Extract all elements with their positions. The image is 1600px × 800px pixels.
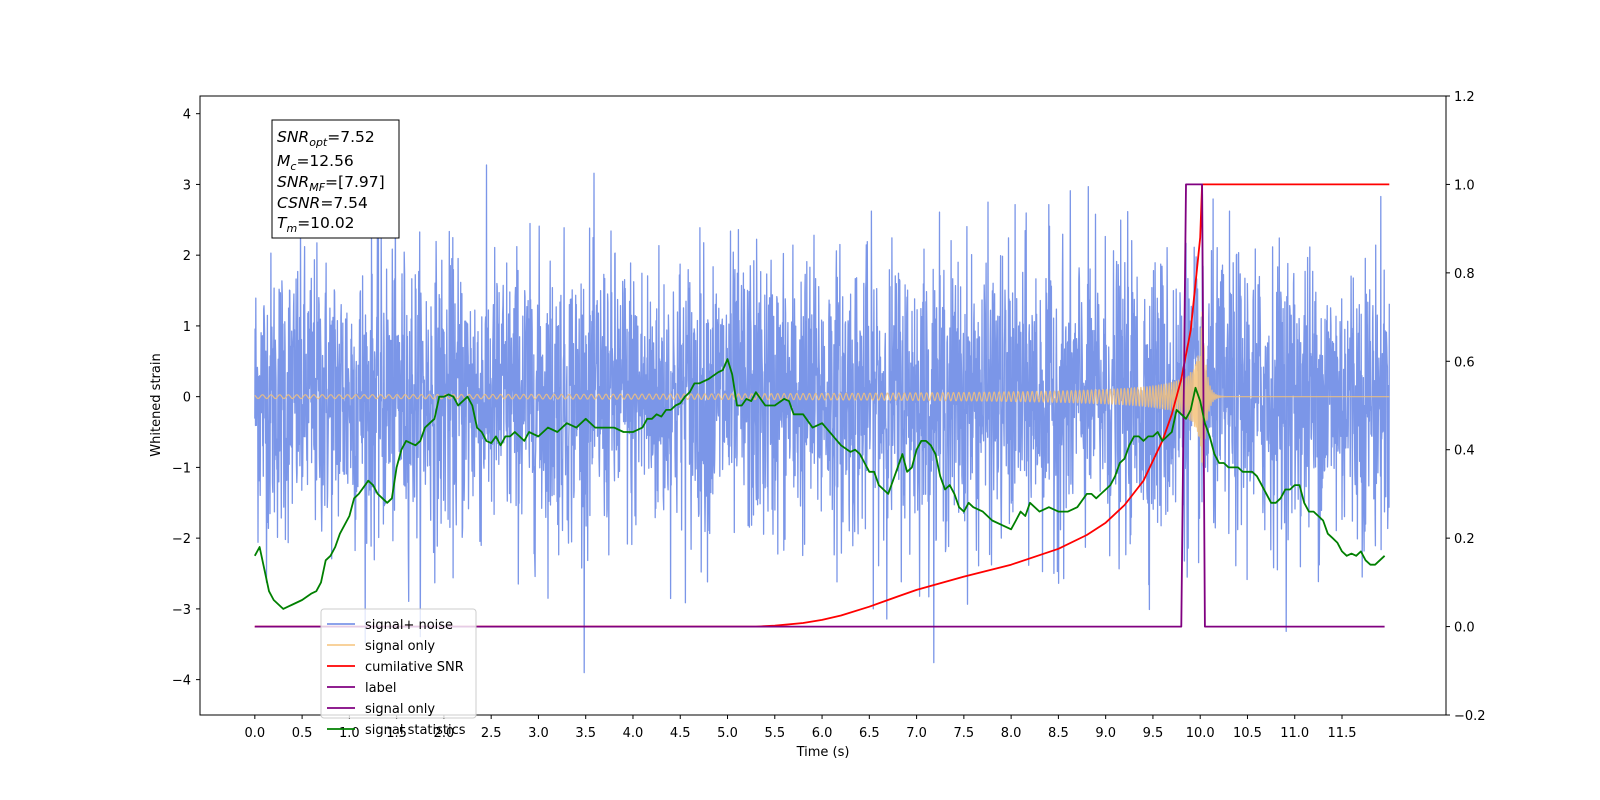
x-tick-label: 0.5 (292, 726, 313, 741)
x-tick-label: 8.0 (1001, 726, 1022, 741)
y-left-tick-label: 2 (183, 249, 191, 264)
y-left-tick-label: 0 (183, 391, 191, 406)
info-tm-sub: m (286, 222, 297, 235)
legend-label: signal only (365, 702, 435, 717)
plot-frame (199, 95, 1447, 716)
x-tick-label: 2.5 (481, 726, 502, 741)
legend: signal+ noise signal only cumilative SNR la… (320, 608, 477, 738)
y-right-tick-label: 0.6 (1454, 355, 1475, 370)
x-tick-label: 10.5 (1233, 726, 1262, 741)
x-tick-label: 2.0 (434, 726, 455, 741)
legend-frame (320, 608, 477, 719)
info-snr-opt-symbol: SNR (277, 128, 309, 146)
info-csnr-value: =7.54 (320, 194, 368, 212)
series-line-0 (254, 164, 1390, 674)
info-tm-value: =10.02 (297, 214, 354, 232)
y-right-tick-label: 0.4 (1454, 444, 1475, 459)
x-tick-label: 6.5 (859, 726, 880, 741)
series-line-5 (254, 358, 1386, 610)
y-right-tick-label: 0.8 (1454, 267, 1475, 282)
svg-text:Mc=12.56: Mc=12.56 (277, 152, 354, 173)
svg-text:Tm=10.02: Tm=10.02 (277, 214, 355, 235)
y-axis-right: −0.2 0.0 0.2 0.4 0.6 0.8 1.0 1.2 (1446, 90, 1486, 724)
x-tick-label: 6.0 (812, 726, 833, 741)
y-left-tick-label: −4 (172, 674, 191, 689)
y-left-tick-label: −2 (172, 532, 191, 547)
x-tick-label: 7.0 (906, 726, 927, 741)
x-tick-label: 8.5 (1048, 726, 1069, 741)
x-tick-label: 9.0 (1095, 726, 1116, 741)
x-tick-label: 11.0 (1280, 726, 1309, 741)
x-tick-label: 0.0 (244, 726, 265, 741)
legend-label: cumilative SNR (365, 660, 464, 675)
svg-text:SNRMF=[7.97]: SNRMF=[7.97] (277, 173, 385, 194)
y-left-tick-label: −3 (172, 603, 191, 618)
y-left-tick-label: −1 (172, 461, 191, 476)
y-left-tick-label: 3 (183, 178, 191, 193)
info-snr-opt-sub: opt (309, 136, 328, 149)
info-mc-sub: c (290, 160, 296, 173)
legend-label: signal+ noise (365, 618, 453, 633)
svg-text:CSNR=7.54: CSNR=7.54 (277, 194, 368, 212)
info-snr-opt-value: =7.52 (327, 128, 375, 146)
info-mc-symbol: M (277, 152, 290, 170)
y-left-tick-label: 1 (183, 320, 191, 335)
y-right-tick-label: 0.2 (1454, 532, 1475, 547)
x-tick-label: 1.5 (386, 726, 407, 741)
x-axis-label: Time (s) (796, 745, 850, 760)
x-tick-label: 5.0 (717, 726, 738, 741)
y-right-tick-label: −0.2 (1454, 709, 1486, 724)
x-tick-label: 9.5 (1143, 726, 1164, 741)
legend-label: label (365, 681, 396, 696)
x-tick-label: 3.0 (528, 726, 549, 741)
x-tick-label: 10.0 (1186, 726, 1215, 741)
x-tick-label: 4.0 (623, 726, 644, 741)
x-tick-label: 11.5 (1328, 726, 1357, 741)
info-snr-mf-symbol: SNR (277, 173, 309, 191)
svg-text:SNRopt=7.52: SNRopt=7.52 (277, 128, 375, 149)
legend-label: signal statistics (365, 723, 466, 738)
info-csnr-symbol: CSNR (277, 194, 320, 212)
y-left-tick-label: 4 (183, 108, 191, 123)
x-tick-label: 4.5 (670, 726, 691, 741)
series-line-3 (254, 183, 1385, 628)
y-right-tick-label: 0.0 (1454, 621, 1475, 636)
info-tm-symbol: T (277, 214, 288, 232)
legend-label: signal only (365, 639, 435, 654)
info-snr-mf-value: =[7.97] (325, 173, 385, 191)
y-axis-left: −4 −3 −2 −1 0 1 2 3 4 (172, 108, 200, 689)
x-tick-label: 5.5 (764, 726, 785, 741)
info-mc-value: =12.56 (296, 152, 353, 170)
info-snr-mf-sub: MF (309, 181, 325, 194)
y-axis-label-left: Whitened strain (149, 353, 164, 456)
x-tick-label: 7.5 (954, 726, 975, 741)
y-right-tick-label: 1.2 (1454, 90, 1475, 105)
info-box: SNRopt=7.52 Mc=12.56 SNRMF=[7.97] CSNR=7… (271, 119, 400, 239)
y-right-tick-label: 1.0 (1454, 178, 1475, 193)
x-tick-label: 3.5 (575, 726, 596, 741)
